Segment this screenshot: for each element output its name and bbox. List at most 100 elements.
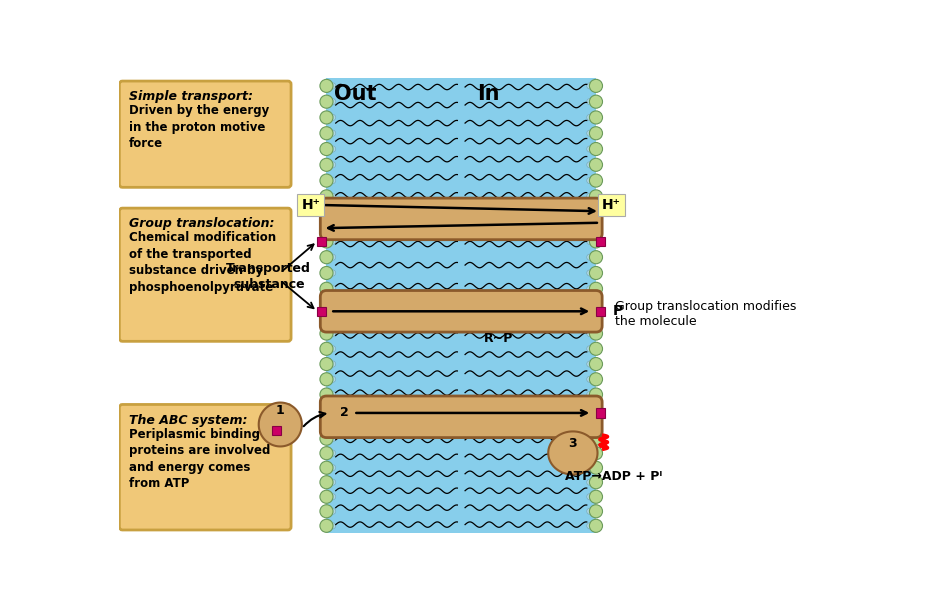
Circle shape [320, 79, 333, 93]
Circle shape [329, 254, 336, 260]
Text: 2: 2 [340, 407, 349, 419]
Bar [326, 234, 596, 296]
Text: Simple transport:: Simple transport: [128, 90, 253, 103]
Circle shape [320, 342, 333, 355]
Circle shape [587, 114, 593, 120]
Bar [596, 307, 605, 316]
Circle shape [587, 177, 593, 184]
Circle shape [329, 130, 336, 136]
Circle shape [590, 490, 603, 503]
Circle shape [329, 361, 336, 367]
Circle shape [590, 476, 603, 489]
Bar [326, 78, 596, 204]
Circle shape [329, 270, 336, 276]
Circle shape [590, 446, 603, 460]
Circle shape [329, 194, 336, 200]
Circle shape [590, 79, 603, 93]
Circle shape [590, 461, 603, 474]
Circle shape [320, 373, 333, 386]
Text: In: In [477, 84, 499, 104]
Circle shape [329, 345, 336, 352]
Circle shape [320, 126, 333, 140]
Circle shape [587, 450, 593, 456]
Circle shape [590, 282, 603, 295]
Circle shape [590, 143, 603, 155]
Circle shape [587, 286, 593, 292]
Circle shape [590, 505, 603, 518]
Circle shape [590, 519, 603, 532]
Circle shape [320, 388, 333, 401]
Circle shape [320, 95, 333, 108]
Circle shape [587, 465, 593, 471]
Circle shape [587, 162, 593, 168]
Text: Group translocation:: Group translocation: [128, 217, 274, 231]
FancyBboxPatch shape [119, 405, 291, 530]
Circle shape [320, 174, 333, 187]
Text: H⁺: H⁺ [301, 198, 320, 212]
Circle shape [590, 235, 603, 248]
Circle shape [587, 83, 593, 89]
Circle shape [320, 282, 333, 295]
Circle shape [590, 159, 603, 171]
Circle shape [320, 143, 333, 155]
Circle shape [587, 391, 593, 397]
Text: Group translocation modifies: Group translocation modifies [616, 299, 797, 313]
FancyBboxPatch shape [320, 198, 602, 240]
Circle shape [320, 490, 333, 503]
Text: Out: Out [334, 84, 377, 104]
Circle shape [587, 194, 593, 200]
Circle shape [329, 376, 336, 382]
Circle shape [329, 238, 336, 244]
FancyBboxPatch shape [119, 208, 291, 341]
Polygon shape [259, 402, 302, 446]
Text: 1: 1 [276, 404, 285, 417]
Polygon shape [549, 431, 597, 474]
Bar [272, 426, 281, 435]
Circle shape [590, 95, 603, 108]
Circle shape [590, 327, 603, 340]
Circle shape [320, 519, 333, 532]
Circle shape [587, 436, 593, 442]
Circle shape [329, 479, 336, 485]
Bar [317, 237, 326, 246]
Circle shape [329, 494, 336, 500]
Text: R~P: R~P [485, 332, 513, 345]
Circle shape [320, 266, 333, 280]
Circle shape [590, 342, 603, 355]
Circle shape [587, 130, 593, 136]
Text: 3: 3 [568, 437, 578, 450]
Circle shape [587, 361, 593, 367]
Circle shape [587, 508, 593, 514]
Bar [317, 307, 326, 316]
Text: P: P [613, 304, 623, 318]
FancyBboxPatch shape [119, 81, 291, 188]
Text: The ABC system:: The ABC system: [128, 414, 247, 427]
Circle shape [587, 479, 593, 485]
Circle shape [590, 111, 603, 124]
Circle shape [329, 99, 336, 105]
Bar [596, 237, 605, 246]
Circle shape [590, 190, 603, 203]
Circle shape [320, 476, 333, 489]
Circle shape [329, 162, 336, 168]
Circle shape [320, 250, 333, 264]
Circle shape [587, 345, 593, 352]
Circle shape [329, 330, 336, 336]
Circle shape [329, 114, 336, 120]
Circle shape [587, 238, 593, 244]
Circle shape [590, 266, 603, 280]
Circle shape [587, 376, 593, 382]
Circle shape [329, 83, 336, 89]
Circle shape [320, 446, 333, 460]
Circle shape [329, 508, 336, 514]
Circle shape [329, 286, 336, 292]
Bar [326, 431, 596, 533]
Circle shape [320, 111, 333, 124]
Circle shape [590, 358, 603, 371]
Circle shape [320, 159, 333, 171]
Text: Periplasmic binding
proteins are involved
and energy comes
from ATP: Periplasmic binding proteins are involve… [128, 428, 270, 490]
Circle shape [590, 174, 603, 187]
Circle shape [329, 146, 336, 152]
Text: H⁺: H⁺ [602, 198, 621, 212]
Circle shape [320, 235, 333, 248]
